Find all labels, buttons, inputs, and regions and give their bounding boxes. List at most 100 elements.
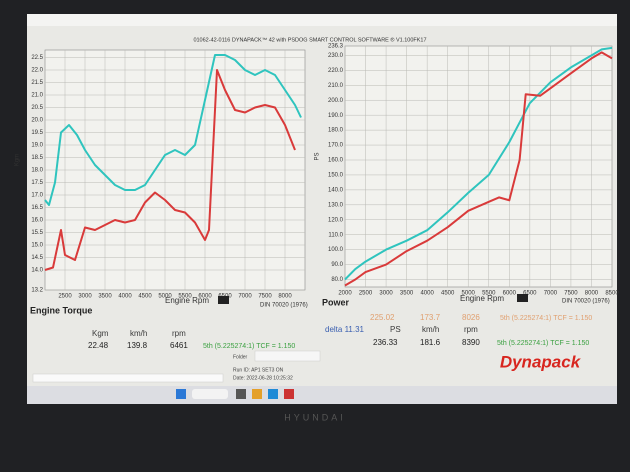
y-tick-label: 170.0 xyxy=(328,143,344,149)
y-tick-label: 14.0 xyxy=(31,268,43,274)
readout-header: rpm xyxy=(464,325,478,334)
previous-value: 173.7 xyxy=(420,313,441,322)
x-tick-label: 4000 xyxy=(118,294,132,300)
y-tick-label: 210.0 xyxy=(328,83,344,89)
x-tick-label: 3500 xyxy=(98,294,112,300)
previous-value: 8026 xyxy=(462,313,480,322)
readout-header: km/h xyxy=(130,329,147,338)
y-tick-label: 21.0 xyxy=(31,93,43,99)
y-tick-label: 15.0 xyxy=(31,243,43,249)
y-tick-label: 180.0 xyxy=(328,128,344,134)
y-tick-label: 150.0 xyxy=(328,173,344,179)
x-tick-label: 5500 xyxy=(178,294,192,300)
title-bar xyxy=(27,14,617,26)
previous-gear: 5th (5.225274:1) TCF = 1.150 xyxy=(500,315,592,322)
rpm-icon xyxy=(218,296,229,304)
y-tick-label: 160.0 xyxy=(328,158,344,164)
y-tick-label: 110.0 xyxy=(328,232,343,238)
y-tick-label: 20.0 xyxy=(31,118,43,124)
x-tick-label: 6000 xyxy=(198,294,212,300)
y-tick-label: 17.5 xyxy=(31,180,43,186)
series-line xyxy=(44,54,302,206)
y-tick-label: 22.5 xyxy=(31,55,43,61)
x-tick-label: 2500 xyxy=(359,291,373,297)
y-tick-label: 236.3 xyxy=(328,44,344,50)
window-title: 01062-42-0116 DYNAPACK™ 42 with PSDOG SM… xyxy=(193,36,426,43)
run-date: Date: 2022-06-28 10:25:32 xyxy=(233,375,293,381)
x-tick-label: 7500 xyxy=(564,291,578,297)
gear-info: 5th (5.225274:1) TCF = 1.150 xyxy=(497,340,589,347)
y-tick-label: 220.0 xyxy=(328,68,344,74)
y-tick-label: 22.0 xyxy=(31,68,43,74)
series-line xyxy=(344,51,613,287)
y-tick-label: 190.0 xyxy=(328,113,344,119)
y-tick-label: 14.5 xyxy=(31,255,43,261)
y-tick-label: 13.2 xyxy=(31,288,43,294)
y-tick-label: 16.5 xyxy=(31,205,43,211)
start-button[interactable] xyxy=(176,389,186,399)
y-tick-label: 15.5 xyxy=(31,230,43,236)
readout-value: 181.6 xyxy=(420,338,441,347)
y-tick-label: 20.5 xyxy=(31,105,43,111)
x-tick-label: 4500 xyxy=(441,291,455,297)
y-tick-label: 17.0 xyxy=(31,193,43,199)
x-tick-label: 5500 xyxy=(482,291,496,297)
panel-title: Engine Torque xyxy=(30,305,92,315)
x-tick-label: 6500 xyxy=(523,291,537,297)
standard-note: DIN 70020 (1976) xyxy=(260,303,308,309)
taskbar-app[interactable] xyxy=(268,389,278,399)
taskbar-app[interactable] xyxy=(284,389,294,399)
x-tick-label: 7500 xyxy=(258,294,272,300)
status-field xyxy=(32,373,224,383)
x-tick-label: 3000 xyxy=(379,291,393,297)
readout-header: Kgm xyxy=(92,329,109,338)
x-tick-label: 8500 xyxy=(605,291,619,297)
x-tick-label: 3000 xyxy=(78,294,92,300)
x-tick-label: 4000 xyxy=(420,291,434,297)
y-tick-label: 80.0 xyxy=(331,277,343,283)
x-tick-label: 7000 xyxy=(544,291,558,297)
x-tick-label: 8000 xyxy=(278,294,292,300)
y-tick-label: 230.0 xyxy=(328,53,344,59)
x-tick-label: 4500 xyxy=(138,294,152,300)
charts: 13.2 14.0 14.5 15.0 15.5 16.0 16.5 17.0 17.5 18.0… xyxy=(15,44,620,300)
x-tick-label: 6000 xyxy=(503,291,517,297)
folder-label: Folder xyxy=(233,354,248,360)
readout-value: 8390 xyxy=(462,338,480,347)
y-tick-label: 16.0 xyxy=(31,218,43,224)
search-box[interactable] xyxy=(192,389,228,399)
readout-header: rpm xyxy=(172,329,186,338)
readout-header: PS xyxy=(390,325,401,334)
y-tick-label: 18.0 xyxy=(31,168,43,174)
readout-value: 139.8 xyxy=(127,341,148,350)
y-tick-label: 21.5 xyxy=(31,80,43,86)
series-line xyxy=(44,69,296,271)
x-axis-label: Engine Rpm xyxy=(460,294,504,303)
y-tick-label: 19.5 xyxy=(31,130,43,136)
x-tick-label: 7000 xyxy=(238,294,252,300)
x-tick-label: 3500 xyxy=(400,291,414,297)
monitor-brand: HYUNDAI xyxy=(284,412,346,422)
y-tick-label: 120.0 xyxy=(328,217,344,223)
x-axis-label: Engine Rpm xyxy=(165,296,209,305)
readout-value: 6461 xyxy=(170,341,188,350)
y-axis-label: Kgm xyxy=(15,154,21,166)
plot-area xyxy=(344,45,613,288)
taskbar-app[interactable] xyxy=(252,389,262,399)
taskbar-app[interactable] xyxy=(236,389,246,399)
y-tick-label: 19.0 xyxy=(31,143,43,149)
x-tick-label: 2500 xyxy=(58,294,72,300)
logo: Dynapack xyxy=(500,352,582,371)
delta: delta 11.31 xyxy=(325,325,365,334)
previous-value: 225.02 xyxy=(370,313,395,322)
y-tick-label: 130.0 xyxy=(328,202,344,208)
y-tick-label: 200.0 xyxy=(328,98,344,104)
x-tick-label: 5000 xyxy=(462,291,476,297)
y-tick-label: 140.0 xyxy=(328,187,344,193)
readout-value: 236.33 xyxy=(373,338,398,347)
run-id: Run ID: AP1 SET3 ON xyxy=(233,367,284,373)
x-tick-label: 2000 xyxy=(338,291,352,297)
x-tick-label: 8000 xyxy=(585,291,599,297)
readout-header: km/h xyxy=(422,325,439,334)
